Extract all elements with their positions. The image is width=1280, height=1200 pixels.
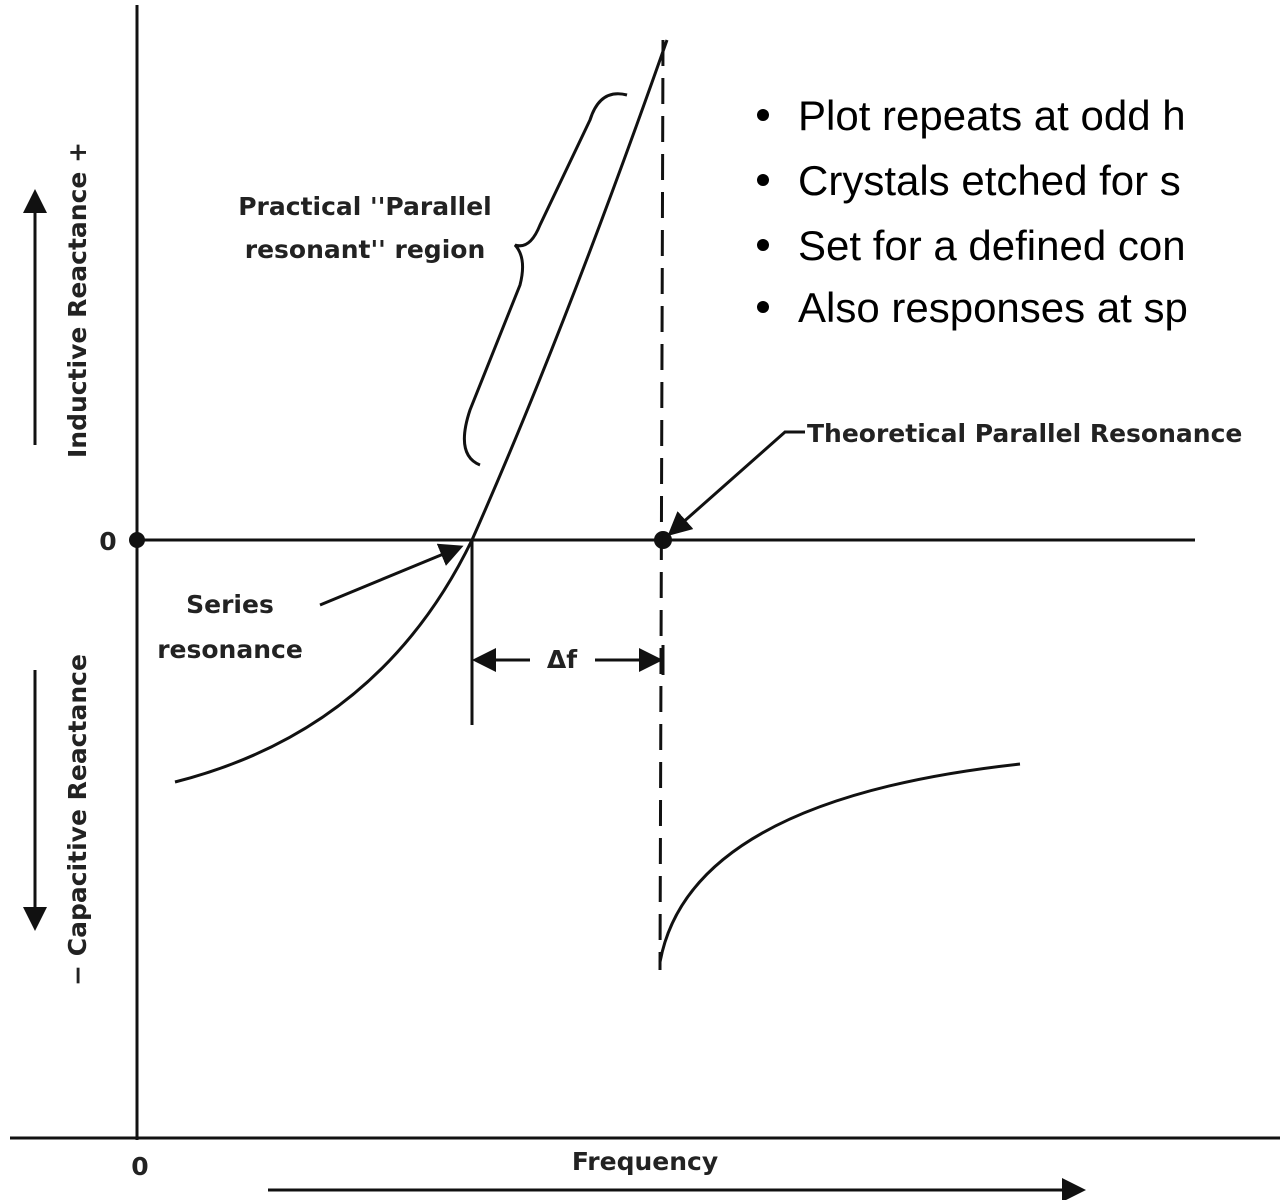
- series-label: Series: [186, 590, 274, 619]
- x-axis-label: Frequency: [572, 1147, 718, 1176]
- delta-f: Δf: [547, 645, 578, 674]
- bullet: Also responses at sp: [798, 284, 1188, 331]
- y-upper-label: Inductive Reactance +: [63, 142, 92, 458]
- region-label: Practical ''Parallel: [238, 192, 492, 221]
- x-zero: 0: [131, 1152, 148, 1181]
- y-zero: 0: [99, 527, 116, 556]
- region-label: resonant'' region: [245, 235, 486, 264]
- theoretical-label: Theoretical Parallel Resonance: [807, 419, 1242, 448]
- series-label: resonance: [157, 635, 303, 664]
- y-lower-label: − Capacitive Reactance: [63, 654, 92, 986]
- bullet: Crystals etched for s: [798, 157, 1181, 204]
- diagram-lines: [10, 5, 1280, 1200]
- bullet: Plot repeats at odd h: [798, 92, 1186, 139]
- bullet: Set for a defined con: [798, 222, 1186, 269]
